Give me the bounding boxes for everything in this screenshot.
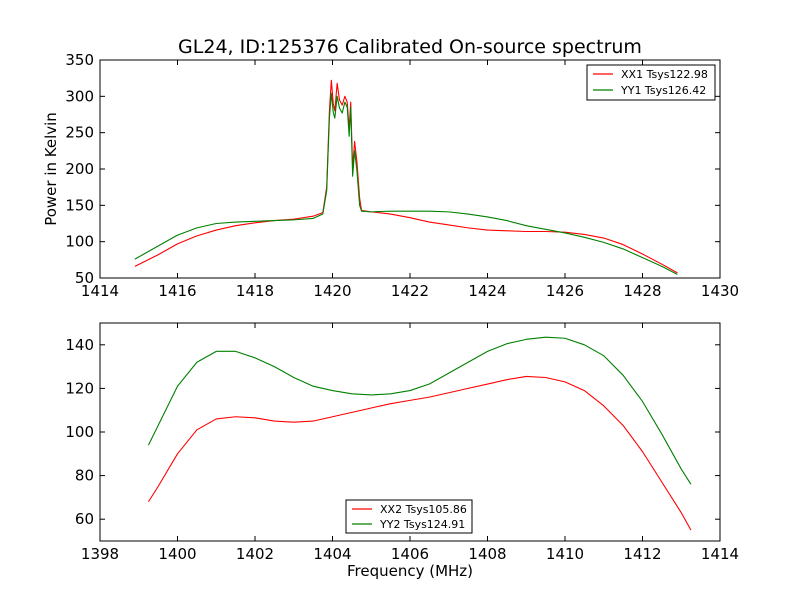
y-tick-label: 80	[75, 467, 94, 485]
y-tick-label: 100	[65, 423, 94, 441]
y-tick-label: 250	[65, 124, 94, 142]
legend: XX1 Tsys122.98 YY1 Tsys126.42	[586, 64, 716, 101]
x-tick-label: 1418	[236, 282, 274, 300]
tick-layer: 1398 1400 1402 1404 1406 1408 1410 1412 1414 60 80…	[65, 323, 739, 563]
y-tick-label: 120	[65, 379, 94, 397]
x-tick-label: 1422	[391, 282, 429, 300]
x-tick-label: 1424	[468, 282, 506, 300]
x-tick-label: 1428	[623, 282, 661, 300]
chart-title: GL24, ID:125376 Calibrated On-source spe…	[178, 36, 642, 58]
x-tick-label: 1404	[313, 545, 351, 563]
y-tick-label: 140	[65, 336, 94, 354]
x-tick-label: 1402	[236, 545, 274, 563]
series-line-xx2	[147, 375, 692, 531]
x-tick-label: 1430	[701, 282, 739, 300]
legend: XX2 Tsys105.86 YY2 Tsys124.91	[345, 499, 473, 534]
x-tick-label: 1406	[391, 545, 429, 563]
y-tick-label: 150	[65, 196, 94, 214]
bottom-spectrum-panel: Frequency (MHz) 1398 1400 1402 1404 1406 1408…	[65, 322, 739, 580]
x-tick-label: 1410	[546, 545, 584, 563]
series-line-yy2	[147, 336, 692, 485]
series-line-yy1	[134, 92, 678, 275]
legend-label-xx1: XX1 Tsys122.98	[621, 68, 708, 81]
legend-label-yy2: YY2 Tsys124.91	[379, 518, 465, 531]
x-tick-label: 1420	[313, 282, 351, 300]
y-axis-label: Power in Kelvin	[42, 112, 60, 226]
x-tick-label: 1398	[81, 545, 119, 563]
y-tick-label: 200	[65, 160, 94, 178]
top-spectrum-panel: GL24, ID:125376 Calibrated On-source spe…	[42, 36, 739, 300]
x-tick-label: 1416	[158, 282, 196, 300]
tick-layer: 1414 1416 1418 1420 1422 1424 1426 1428 1430 50 10…	[65, 51, 739, 300]
x-tick-label: 1414	[81, 282, 119, 300]
legend-label-yy1: YY1 Tsys126.42	[620, 84, 706, 97]
y-tick-label: 100	[65, 233, 94, 251]
x-tick-label: 1426	[546, 282, 584, 300]
y-tick-label: 50	[75, 269, 94, 287]
x-axis-label: Frequency (MHz)	[347, 562, 473, 580]
y-tick-label: 350	[65, 51, 94, 69]
series-layer	[134, 79, 678, 275]
plot-frame	[99, 322, 721, 542]
plot-frame	[99, 59, 721, 279]
x-tick-label: 1414	[701, 545, 739, 563]
y-tick-label: 60	[75, 510, 94, 528]
legend-label-xx2: XX2 Tsys105.86	[380, 503, 467, 516]
x-tick-label: 1408	[468, 545, 506, 563]
y-tick-label: 300	[65, 87, 94, 105]
series-layer	[147, 336, 692, 531]
x-tick-label: 1412	[623, 545, 661, 563]
x-tick-label: 1400	[158, 545, 196, 563]
